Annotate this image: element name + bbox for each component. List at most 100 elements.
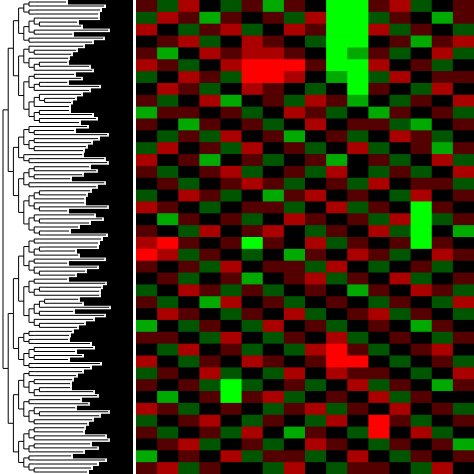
heatmap-cell: [326, 106, 348, 119]
leaf-background: [68, 0, 133, 5]
heatmap-cell: [389, 331, 411, 344]
heatmap-cell: [431, 319, 454, 333]
heatmap-cell: [410, 319, 433, 333]
heatmap-cell: [326, 248, 348, 261]
heatmap-cell: [368, 106, 390, 119]
heatmap-cell: [283, 165, 306, 179]
heatmap-cell: [431, 237, 454, 250]
leaf-background: [103, 237, 133, 242]
heatmap-cell: [136, 94, 158, 107]
heatmap-cell: [410, 402, 433, 416]
heatmap-cell: [410, 391, 433, 404]
heatmap-cell: [410, 59, 433, 72]
leaf-background: [93, 140, 133, 146]
heatmap-cell: [178, 296, 200, 309]
heatmap-cell: [199, 106, 221, 119]
heatmap-cell: [347, 154, 369, 167]
heatmap-cell: [220, 308, 242, 321]
heatmap-cell: [220, 379, 242, 392]
heatmap-cell: [389, 272, 411, 285]
heatmap-cell: [220, 71, 242, 84]
heatmap-cell: [157, 106, 179, 119]
heatmap-cell: [410, 142, 433, 155]
heatmap-cell: [178, 106, 200, 119]
heatmap-cell: [305, 426, 327, 439]
leaf-background: [73, 100, 133, 105]
leaf-background: [105, 36, 133, 41]
heatmap-cell: [431, 426, 454, 439]
leaf-background: [74, 329, 133, 334]
leaf-background: [98, 184, 133, 190]
heatmap-cell: [157, 414, 179, 427]
leaf-background: [100, 12, 133, 17]
heatmap-cell: [241, 0, 264, 13]
heatmap-cell: [410, 248, 433, 261]
leaf-background: [69, 208, 133, 214]
heatmap-cell: [389, 462, 411, 474]
heatmap-cell: [283, 331, 306, 344]
heatmap-cell: [431, 0, 454, 13]
heatmap-cell: [178, 11, 200, 24]
heatmap-cell: [368, 213, 390, 226]
heatmap-cell: [347, 71, 369, 84]
heatmap-cell: [347, 142, 369, 155]
heatmap-cell: [389, 106, 411, 119]
heatmap-cell: [326, 201, 348, 214]
leaf-background: [74, 32, 133, 37]
leaf-background: [107, 281, 133, 286]
heatmap-cell: [410, 355, 433, 368]
heatmap-cell: [431, 47, 454, 60]
heatmap-cell: [199, 189, 221, 202]
heatmap-cell: [157, 237, 179, 250]
heatmap-cell: [452, 391, 474, 404]
heatmap-cell: [178, 35, 200, 48]
heatmap-cell: [220, 402, 242, 416]
heatmap-cell: [241, 154, 264, 167]
heatmap-cell: [305, 391, 327, 404]
heatmap-cell: [178, 213, 200, 226]
heatmap-cell: [220, 189, 242, 202]
heatmap-cell: [157, 367, 179, 380]
heatmap-cell: [452, 0, 474, 13]
heatmap-cell: [347, 106, 369, 119]
heatmap-cell: [283, 379, 306, 392]
heatmap-cell: [199, 367, 221, 380]
heatmap-cell: [220, 106, 242, 119]
heatmap-cell: [347, 177, 369, 190]
heatmap-cell: [410, 23, 433, 36]
heatmap-cell: [389, 154, 411, 167]
heatmap-cell: [389, 142, 411, 155]
leaf-background: [95, 345, 133, 350]
heatmap-cell: [347, 213, 369, 226]
heatmap-cell: [452, 118, 474, 131]
leaf-background: [84, 369, 133, 375]
heatmap-cell: [262, 237, 285, 250]
heatmap-cell: [305, 367, 327, 380]
heatmap-cell: [262, 343, 285, 356]
leaf-background: [104, 216, 133, 222]
heatmap-cell: [199, 343, 221, 356]
heatmap-cell: [410, 154, 433, 167]
heatmap-cell: [241, 248, 264, 261]
heatmap-cell: [199, 201, 221, 214]
heatmap-cell: [262, 462, 285, 474]
heatmap-cell: [262, 142, 285, 155]
leaf-background: [92, 341, 133, 346]
heatmap-cell: [220, 59, 242, 72]
heatmap-cell: [326, 142, 348, 155]
heatmap-cell: [410, 71, 433, 84]
heatmap-cell: [305, 142, 327, 155]
heatmap-cell: [347, 331, 369, 344]
heatmap-cell: [305, 343, 327, 356]
heatmap-cell: [326, 308, 348, 321]
heatmap-cell: [157, 296, 179, 309]
heatmap-cell: [431, 225, 454, 238]
heatmap-cell: [199, 438, 221, 451]
heatmap-cell: [157, 248, 179, 261]
heatmap-cell: [452, 165, 474, 179]
heatmap-cell: [410, 118, 433, 131]
heatmap-cell: [157, 82, 179, 96]
heatmap-cell: [199, 23, 221, 36]
heatmap-cell: [305, 284, 327, 297]
heatmap-cell: [326, 450, 348, 463]
